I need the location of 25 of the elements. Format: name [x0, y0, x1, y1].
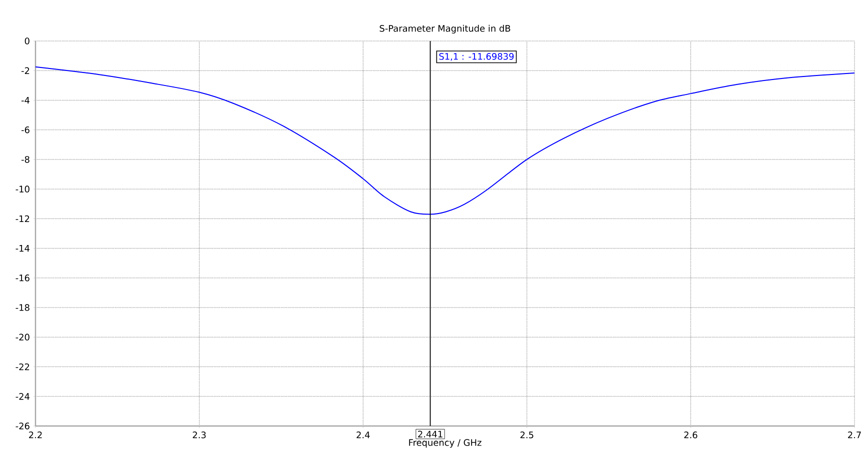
y-tick-label: -8 [21, 156, 30, 163]
x-axis-title: Frequency / GHz [409, 439, 482, 448]
y-tick-label: -20 [16, 334, 30, 341]
x-tick-label: 2.7 [848, 432, 861, 438]
y-tick-label: -10 [16, 186, 30, 192]
y-tick-label: -12 [16, 215, 30, 222]
y-tick-label: -24 [16, 393, 30, 400]
x-tick-label: 2.5 [520, 432, 534, 438]
x-tick-label: 2.6 [684, 432, 698, 438]
y-tick-label: -26 [16, 422, 30, 430]
chart-title: S-Parameter Magnitude in dB [380, 24, 510, 34]
y-tick-label: 0 [24, 38, 30, 44]
y-tick-label: -4 [21, 96, 30, 104]
x-tick-label: 2.2 [29, 432, 42, 438]
annotation: S1,1 : -11.69839 [439, 53, 514, 61]
y-tick-label: -18 [16, 304, 30, 311]
y-tick-label: -14 [16, 245, 30, 252]
y-tick-label: -16 [16, 274, 30, 282]
y-tick-label: -2 [21, 67, 30, 74]
y-tick-label: -6 [21, 126, 30, 134]
ref-line-label: 2.441 [418, 430, 442, 438]
y-tick-label: -22 [16, 363, 30, 370]
x-tick-label: 2.3 [192, 432, 206, 438]
line-series [35, 66, 856, 215]
x-tick-label: 2.4 [356, 432, 370, 438]
